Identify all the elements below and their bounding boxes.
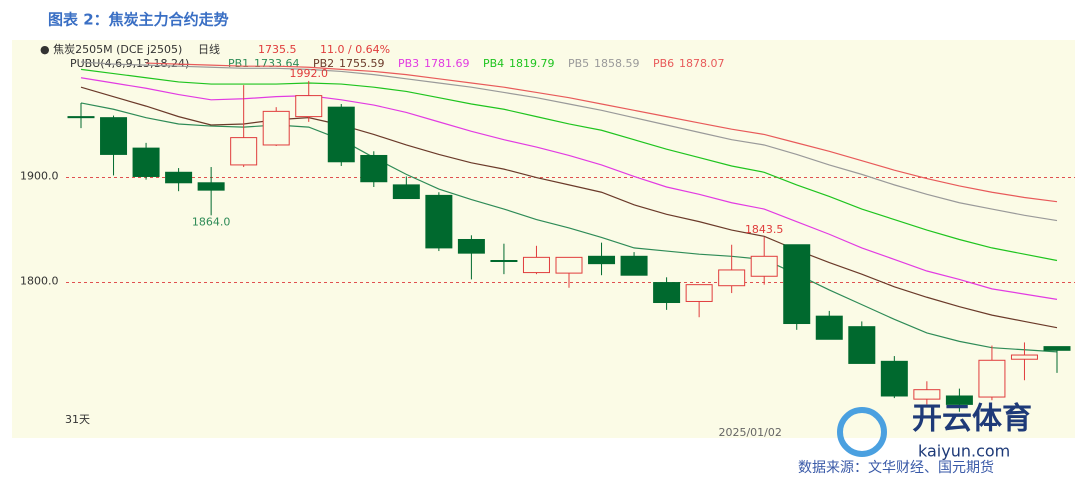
candle-body (425, 194, 453, 249)
y-tick-label: 1900.0 (20, 170, 59, 183)
legend-label: PB6 (653, 57, 674, 70)
candle-body (978, 359, 1006, 398)
candle-body (685, 284, 713, 302)
legend-value: 1781.69 (424, 57, 470, 70)
change: 11.0 / 0.64% (320, 43, 390, 56)
last-price: 1735.5 (258, 43, 297, 56)
watermark-url: kaiyun.com (918, 442, 1010, 461)
candle-body (295, 95, 323, 118)
candle-body (165, 171, 193, 184)
candle-body (327, 106, 355, 163)
line-series (80, 61, 1058, 222)
line-series (80, 68, 1058, 262)
x-tick-label: 2025/01/02 (718, 426, 781, 439)
candle-body (230, 137, 258, 166)
candle-body (360, 154, 388, 183)
annotation: 1992.0 (289, 67, 328, 80)
watermark: 开云体育 kaiyun.com (837, 402, 1032, 461)
line-series (146, 62, 1058, 203)
instrument: ● 焦炭2505M (DCE j2505) (40, 43, 182, 56)
candle-body (1010, 354, 1038, 360)
candle-body (750, 255, 778, 277)
candle-body (945, 395, 973, 405)
candle-body (132, 147, 160, 177)
watermark-text: 开云体育 (912, 402, 1032, 437)
legend-label: PB2 (313, 57, 334, 70)
source: 数据来源：文华财经、国元期货 (798, 459, 994, 476)
candle-body (457, 238, 485, 254)
candle-body (913, 389, 941, 400)
candle-body (880, 360, 908, 397)
legend-label: PB4 (483, 57, 504, 70)
candle-body (392, 184, 420, 200)
candle-body (718, 269, 746, 287)
legend-value: 1858.59 (594, 57, 640, 70)
candle-body (490, 260, 518, 263)
candle-body (262, 110, 290, 146)
annotation: 1843.5 (745, 223, 784, 236)
legend-label: PB3 (398, 57, 419, 70)
candle-body (815, 315, 843, 340)
candle-body (783, 244, 811, 325)
candle-body (1043, 346, 1071, 351)
candle-body (522, 256, 550, 274)
plot-background (12, 40, 1075, 438)
candle-body (67, 116, 95, 119)
y-tick-label: 1800.0 (20, 275, 59, 288)
candle-body (620, 255, 648, 276)
chart-title: 图表 2：焦炭主力合约走势 (48, 11, 229, 29)
candle-body (848, 326, 876, 364)
indicator: PUBU(4,6,9,13,18,24) (70, 57, 189, 70)
candle-body (197, 182, 225, 191)
legend-value: 1819.79 (509, 57, 555, 70)
legend-value: 1755.59 (339, 57, 385, 70)
period: 日线 (198, 42, 220, 56)
annotation: 1864.0 (192, 215, 231, 228)
candle-body (588, 255, 616, 265)
candle-body (100, 117, 128, 155)
legend-label: PB5 (568, 57, 589, 70)
candle-body (653, 282, 681, 304)
candle-body (555, 256, 583, 274)
legend-value: 1878.07 (679, 57, 725, 70)
period-label: 31天 (65, 413, 90, 426)
watermark-logo (837, 407, 887, 457)
